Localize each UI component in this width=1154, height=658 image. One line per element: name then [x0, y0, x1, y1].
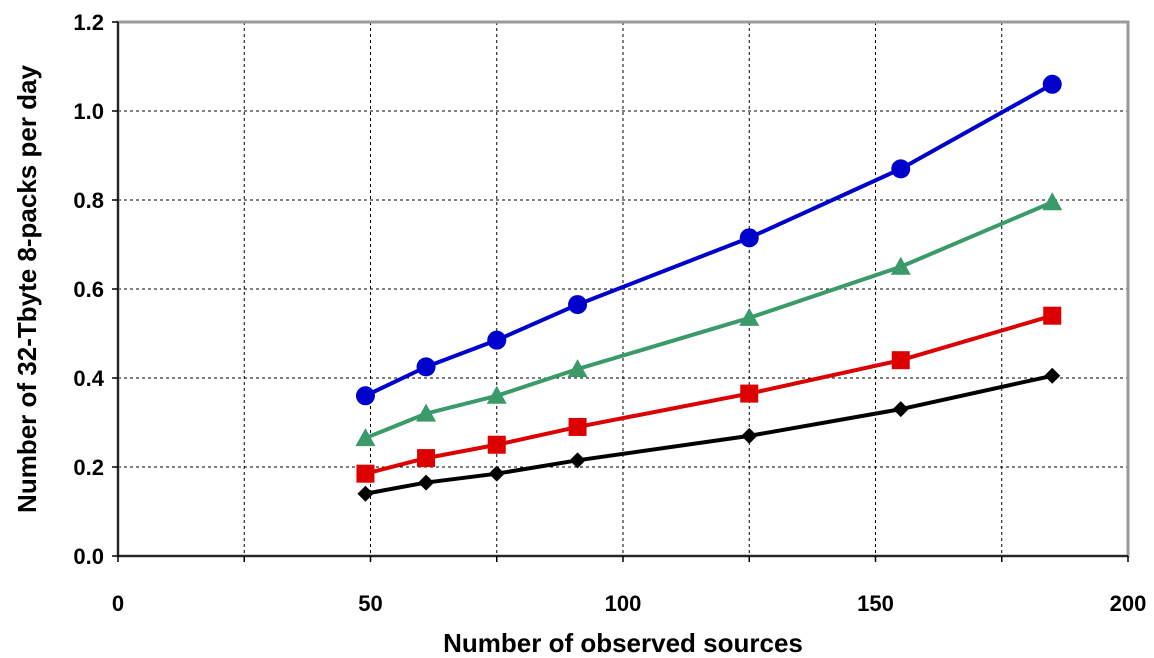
data-point [1043, 306, 1062, 325]
x-axis-title: Number of observed sources [443, 628, 803, 658]
data-point [418, 474, 435, 491]
series-2 [355, 192, 1063, 447]
y-tick-label: 0.6 [73, 277, 104, 302]
data-point [417, 449, 436, 468]
data-point [739, 228, 759, 248]
data-point [569, 452, 586, 469]
series-4 [357, 367, 1061, 502]
data-point [1044, 367, 1061, 384]
series-line [364, 82, 1054, 398]
data-point [1042, 192, 1063, 211]
data-point [487, 330, 507, 350]
y-tick-label: 1.2 [73, 10, 104, 35]
data-point [568, 295, 588, 315]
data-point [739, 307, 760, 326]
y-tick-label: 0.2 [73, 455, 104, 480]
data-point [356, 464, 375, 483]
data-point [416, 403, 437, 422]
series-line [365, 373, 1053, 496]
series-group [355, 74, 1063, 502]
data-point [892, 401, 909, 418]
x-tick-label: 150 [857, 591, 894, 616]
x-tick-label: 200 [1110, 591, 1147, 616]
data-point [1042, 74, 1062, 94]
series-1 [355, 74, 1062, 406]
data-point [488, 465, 505, 482]
series-3 [356, 306, 1062, 483]
y-tick-label: 0.0 [73, 544, 104, 569]
y-tick-label: 0.4 [73, 366, 104, 391]
x-tick-label: 100 [605, 591, 642, 616]
data-point [890, 256, 911, 275]
data-point [567, 359, 588, 378]
y-tick-labels: 0.0 0.2 0.4 0.6 0.8 1.0 1.2 [73, 10, 104, 569]
data-point [357, 485, 374, 502]
y-axis-title: Number of 32-Tbyte 8-packs per day [12, 65, 42, 513]
data-point [891, 351, 910, 370]
data-point [891, 159, 911, 179]
y-tick-label: 0.8 [73, 188, 104, 213]
x-tick-label: 0 [112, 591, 124, 616]
y-tick-label: 1.0 [73, 99, 104, 124]
data-point [355, 428, 376, 447]
data-point [355, 386, 375, 406]
tick-marks [112, 21, 1129, 562]
x-tick-labels: 0 50 100 150 200 [112, 591, 1146, 616]
series-line [364, 313, 1053, 476]
data-point [416, 357, 436, 377]
data-point [568, 417, 587, 436]
data-point [486, 385, 507, 404]
data-point [740, 384, 759, 403]
x-tick-label: 50 [358, 591, 382, 616]
data-point [741, 427, 758, 444]
data-point [487, 435, 506, 454]
